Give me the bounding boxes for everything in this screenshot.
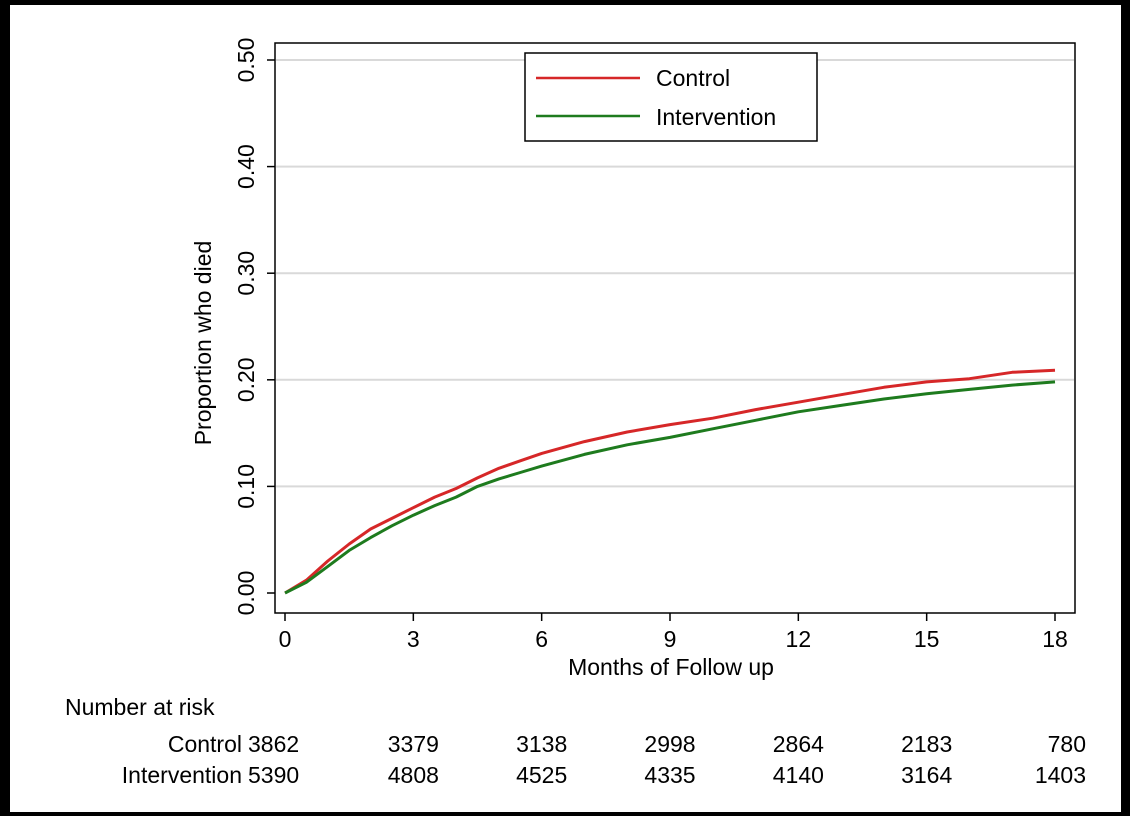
legend-box (524, 52, 818, 142)
x-tick-label: 18 (1042, 626, 1068, 652)
risk-row-label: Control (168, 731, 242, 757)
risk-value: 3164 (901, 762, 952, 788)
x-tick-label: 3 (407, 626, 420, 652)
y-axis-title: Proportion who died (190, 241, 216, 446)
x-axis: 0 3 6 9 12 15 18 (279, 613, 1068, 652)
risk-value: 780 (1048, 731, 1086, 757)
legend: Control Intervention (524, 52, 818, 142)
x-tick-label: 9 (664, 626, 677, 652)
risk-value: 3862 (248, 731, 299, 757)
risk-value: 2183 (901, 731, 952, 757)
risk-value: 3379 (388, 731, 439, 757)
risk-row-label: Intervention (122, 762, 242, 788)
series-lines (284, 368, 1056, 595)
y-axis: 0.00 0.10 0.20 0.30 0.40 0.50 (233, 38, 275, 616)
y-tick-label: 0.50 (233, 38, 259, 83)
risk-value: 4335 (644, 762, 695, 788)
chart-frame: 0.00 0.10 0.20 0.30 0.40 0.50 0 3 6 9 12 15 18 Cont… (10, 5, 1121, 812)
x-tick-label: 15 (914, 626, 940, 652)
y-tick-label: 0.40 (233, 144, 259, 189)
series-line-intervention (284, 380, 1056, 595)
risk-value: 4140 (773, 762, 824, 788)
survival-chart: 0.00 0.10 0.20 0.30 0.40 0.50 0 3 6 9 12 15 18 Cont… (65, 38, 1086, 788)
risk-value: 4808 (388, 762, 439, 788)
legend-label-intervention: Intervention (656, 104, 776, 130)
risk-value: 5390 (248, 762, 299, 788)
risk-value: 3138 (516, 731, 567, 757)
x-tick-label: 12 (786, 626, 812, 652)
legend-label-control: Control (656, 65, 730, 91)
risk-table: Number at risk Control 3862 3379 3138 2998 28… (65, 694, 1086, 788)
risk-value: 4525 (516, 762, 567, 788)
y-tick-label: 0.20 (233, 357, 259, 402)
y-tick-label: 0.00 (233, 571, 259, 616)
risk-value: 1403 (1035, 762, 1086, 788)
plot-area (274, 42, 1076, 614)
risk-table-heading: Number at risk (65, 694, 215, 720)
y-tick-label: 0.10 (233, 464, 259, 509)
x-tick-label: 0 (279, 626, 292, 652)
series-line-control (284, 368, 1056, 595)
y-tick-label: 0.30 (233, 251, 259, 296)
x-axis-title: Months of Follow up (568, 654, 774, 680)
risk-value: 2998 (644, 731, 695, 757)
risk-value: 2864 (773, 731, 824, 757)
x-tick-label: 6 (535, 626, 548, 652)
